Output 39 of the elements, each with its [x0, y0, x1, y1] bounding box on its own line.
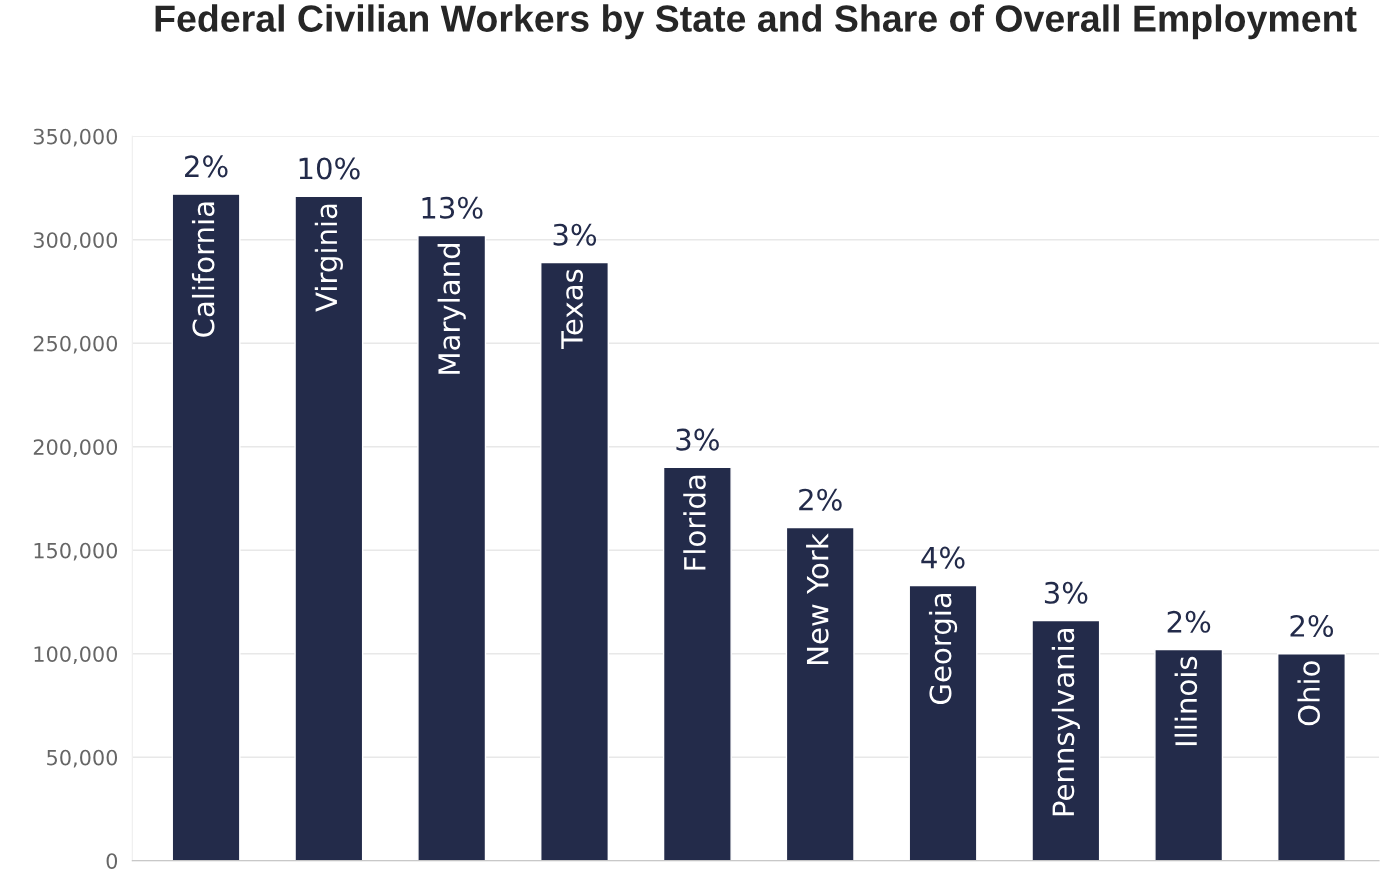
y-tick-label: 350,000	[33, 128, 118, 147]
bar	[1277, 653, 1346, 861]
x-tick-label: Illinois	[1174, 656, 1198, 746]
x-tick-label: Florida	[683, 475, 706, 570]
x-tick-label: Georgia	[928, 593, 958, 704]
x-tick-label: Ohio	[1297, 661, 1320, 726]
y-tick-label: 0	[106, 853, 118, 869]
bar	[785, 526, 855, 861]
annotation: 2%	[1167, 610, 1211, 633]
annotation: 13%	[422, 196, 483, 219]
annotation: 3%	[553, 223, 597, 246]
y-tick-label: 100,000	[34, 646, 118, 665]
x-tick-label: Texas	[561, 269, 583, 349]
annotation: 4%	[921, 546, 965, 569]
x-tick-label: Maryland	[437, 244, 466, 374]
annotation: 2%	[1290, 614, 1334, 637]
x-tick-label: Pennsylvania	[1051, 629, 1080, 816]
bar	[294, 195, 364, 861]
x-tick-label: California	[191, 202, 215, 337]
annotation: 2%	[185, 155, 228, 178]
annotation: 3%	[1044, 581, 1088, 604]
y-tick-label: 200,000	[33, 439, 118, 458]
y-tick-label: 150,000	[34, 542, 118, 561]
bar	[1031, 619, 1101, 861]
x-tick-label: Virginia	[314, 204, 343, 312]
chart-title: Federal Civilian Workers by State and Share of Overall Employment	[155, 4, 1357, 40]
bar	[171, 193, 241, 861]
bar	[1154, 648, 1224, 861]
annotation: 2%	[799, 488, 842, 511]
bar	[417, 234, 487, 861]
annotation: 3%	[676, 428, 719, 451]
x-tick-label: New York	[806, 533, 829, 664]
bar	[908, 584, 978, 861]
bar	[662, 466, 732, 861]
y-tick-label: 300,000	[33, 232, 118, 251]
annotation: 10%	[299, 157, 360, 180]
y-tick-label: 50,000	[47, 749, 118, 768]
y-tick-label: 250,000	[33, 335, 118, 354]
bar	[540, 261, 610, 861]
